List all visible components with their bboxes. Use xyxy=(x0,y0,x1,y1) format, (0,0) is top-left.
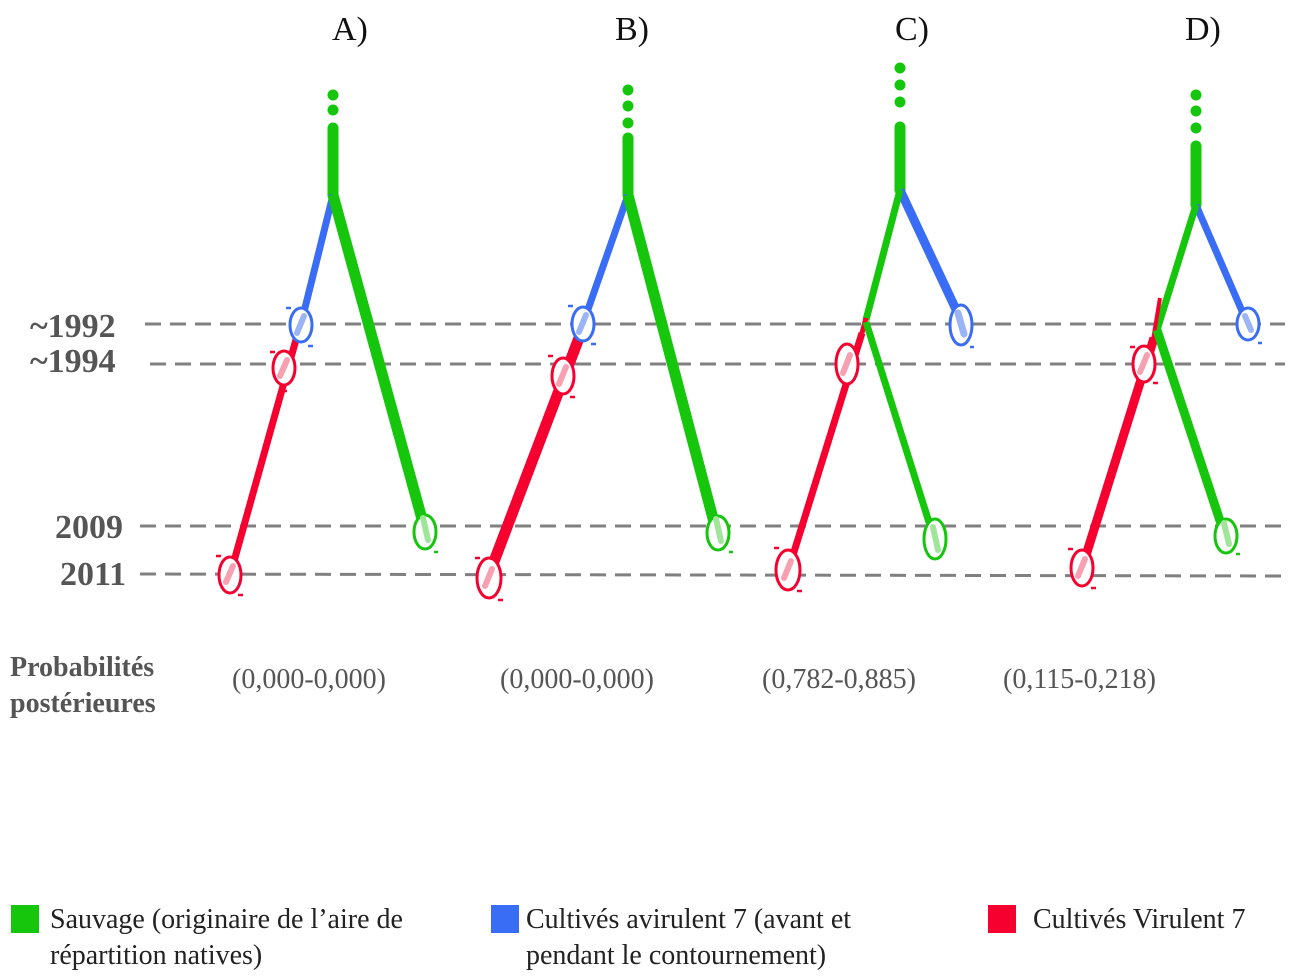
tip-red-d xyxy=(1068,547,1096,590)
tip-red-mid-a xyxy=(270,349,297,393)
year-label-2011: 2011 xyxy=(60,556,126,593)
probability-a: (0,000-0,000) xyxy=(232,664,386,695)
tip-green-c xyxy=(922,517,948,561)
branch-wild-c xyxy=(862,320,937,537)
branch-wild-a xyxy=(327,193,431,532)
legend-label-wild: Sauvage (originaire de l’aire de réparti… xyxy=(50,904,403,971)
branch-avirulent-b xyxy=(581,193,632,320)
probability-title: Probabilités postérieures xyxy=(10,652,156,719)
panel-label-c: C) xyxy=(895,11,929,48)
tip-blue-d xyxy=(1235,306,1262,345)
tip-blue-b xyxy=(568,304,596,346)
root-dots-d xyxy=(1190,89,1202,134)
tree-a xyxy=(216,89,438,597)
branch-avirulent-d xyxy=(1192,203,1249,320)
tip-blue-c xyxy=(948,303,974,349)
year-label-1994: ~1994 xyxy=(30,343,116,380)
legend-label-avirulent: Cultivés avirulent 7 (avant et pendant l… xyxy=(526,904,852,971)
tip-red-c xyxy=(774,546,802,593)
legend-swatch-avirulent xyxy=(491,905,519,933)
branch-wild-b xyxy=(622,193,722,532)
year-label-1992: ~1992 xyxy=(30,308,116,345)
year-label-2009: 2009 xyxy=(55,509,123,546)
tip-green-d xyxy=(1213,517,1240,556)
branch-avirulent-a xyxy=(297,194,337,325)
tree-c xyxy=(774,62,974,593)
branch-wild-d xyxy=(1152,328,1229,535)
tip-red-a xyxy=(216,554,243,597)
probability-b: (0,000-0,000) xyxy=(500,664,654,695)
panel-label-b: B) xyxy=(615,11,649,48)
branch-avirulent-c xyxy=(895,188,965,320)
tree-d xyxy=(1068,89,1262,590)
legend-swatch-virulent xyxy=(988,905,1016,933)
legend-swatch-wild xyxy=(11,905,39,933)
tip-green-a xyxy=(412,513,438,554)
tip-red-mid-d xyxy=(1130,344,1158,385)
tip-red-mid-c xyxy=(834,342,860,386)
tip-blue-a xyxy=(286,306,314,348)
tip-red-b xyxy=(475,556,503,602)
tree-b xyxy=(475,84,733,602)
panel-label-a: A) xyxy=(332,11,368,48)
year-line-2011 xyxy=(139,572,1286,578)
root-dots-b xyxy=(622,84,634,129)
branch-wild-upper-d xyxy=(1153,203,1200,332)
root-dots-c xyxy=(894,62,906,108)
tip-green-b xyxy=(705,514,733,554)
probability-c: (0,782-0,885) xyxy=(762,664,916,695)
tip-red-mid-b xyxy=(548,354,576,399)
legend-label-virulent: Cultivés Virulent 7 xyxy=(1033,904,1246,935)
probability-d: (0,115-0,218) xyxy=(1003,664,1156,695)
panel-label-d: D) xyxy=(1185,11,1221,48)
branch-wild-upper-c xyxy=(862,189,904,321)
